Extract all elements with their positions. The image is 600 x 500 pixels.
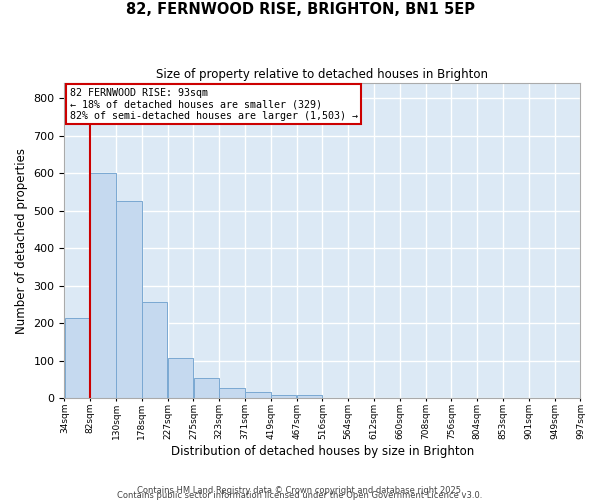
Text: 82, FERNWOOD RISE, BRIGHTON, BN1 5EP: 82, FERNWOOD RISE, BRIGHTON, BN1 5EP [125,2,475,18]
Title: Size of property relative to detached houses in Brighton: Size of property relative to detached ho… [157,68,488,80]
Bar [168,358,193,399]
Bar [142,302,167,398]
Bar [116,202,142,398]
Text: Contains public sector information licensed under the Open Government Licence v3: Contains public sector information licen… [118,490,482,500]
Bar [65,318,90,398]
Bar [91,173,116,398]
Bar [245,392,271,398]
Y-axis label: Number of detached properties: Number of detached properties [15,148,28,334]
Text: 82 FERNWOOD RISE: 93sqm
← 18% of detached houses are smaller (329)
82% of semi-d: 82 FERNWOOD RISE: 93sqm ← 18% of detache… [70,88,358,121]
X-axis label: Distribution of detached houses by size in Brighton: Distribution of detached houses by size … [171,444,474,458]
Bar [194,378,219,398]
Bar [271,394,296,398]
Bar [220,388,245,398]
Bar [297,396,322,398]
Text: Contains HM Land Registry data © Crown copyright and database right 2025.: Contains HM Land Registry data © Crown c… [137,486,463,495]
